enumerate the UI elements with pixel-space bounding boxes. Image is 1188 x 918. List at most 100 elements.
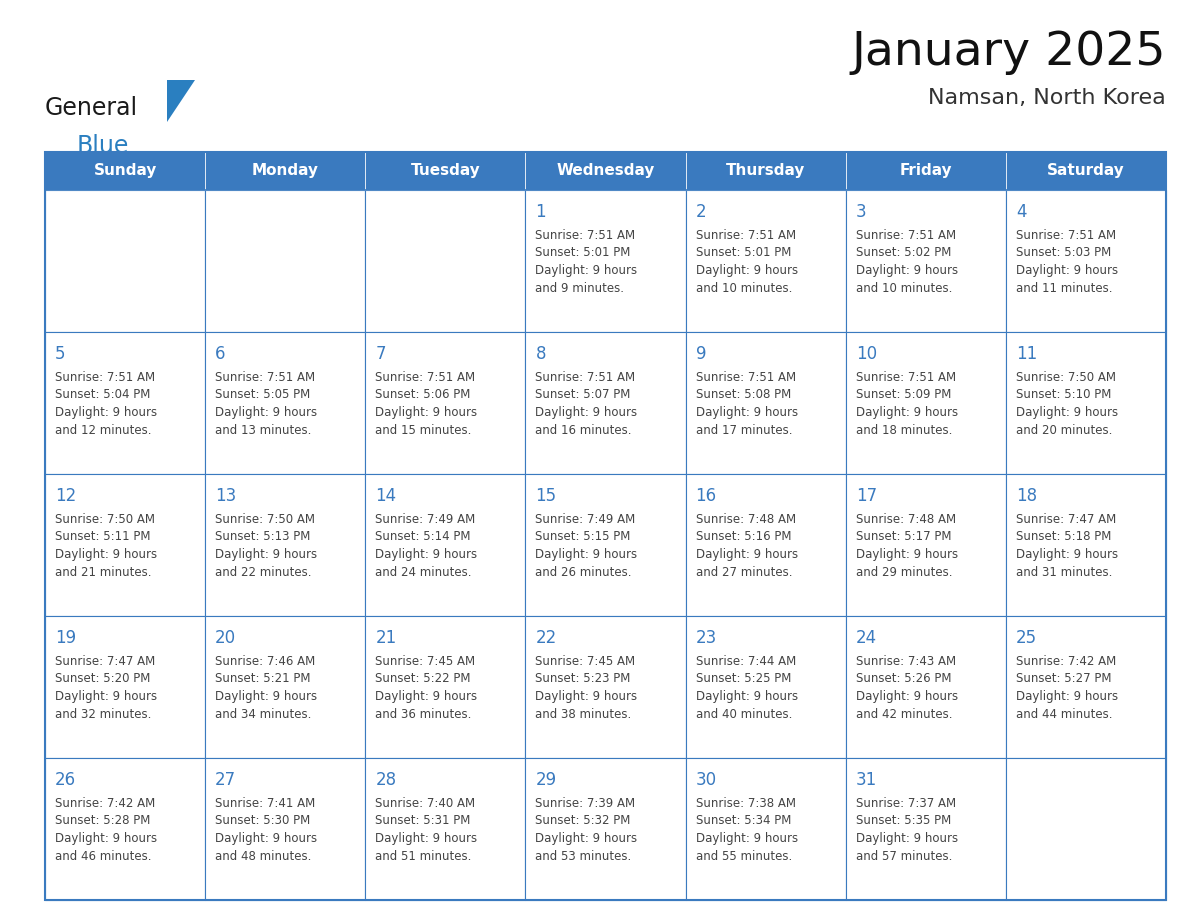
Text: and 20 minutes.: and 20 minutes. bbox=[1016, 423, 1112, 436]
Text: Sunset: 5:27 PM: Sunset: 5:27 PM bbox=[1016, 673, 1111, 686]
Text: 2: 2 bbox=[695, 203, 706, 221]
Text: Sunset: 5:35 PM: Sunset: 5:35 PM bbox=[855, 814, 950, 827]
Text: 19: 19 bbox=[55, 629, 76, 647]
Text: Sunset: 5:31 PM: Sunset: 5:31 PM bbox=[375, 814, 470, 827]
Text: 21: 21 bbox=[375, 629, 397, 647]
Text: Daylight: 9 hours: Daylight: 9 hours bbox=[215, 832, 317, 845]
Text: Daylight: 9 hours: Daylight: 9 hours bbox=[855, 264, 958, 277]
Text: Daylight: 9 hours: Daylight: 9 hours bbox=[536, 832, 638, 845]
Text: and 26 minutes.: and 26 minutes. bbox=[536, 565, 632, 578]
Text: and 29 minutes.: and 29 minutes. bbox=[855, 565, 953, 578]
Text: Sunset: 5:14 PM: Sunset: 5:14 PM bbox=[375, 531, 470, 543]
Text: Sunrise: 7:51 AM: Sunrise: 7:51 AM bbox=[55, 371, 156, 384]
Text: 7: 7 bbox=[375, 345, 386, 363]
Text: and 27 minutes.: and 27 minutes. bbox=[695, 565, 792, 578]
Bar bbox=[685, 152, 846, 190]
Bar bbox=[45, 152, 206, 190]
Bar bbox=[206, 332, 365, 474]
Text: Sunset: 5:03 PM: Sunset: 5:03 PM bbox=[1016, 247, 1111, 260]
Text: Sunrise: 7:51 AM: Sunrise: 7:51 AM bbox=[695, 371, 796, 384]
Text: Daylight: 9 hours: Daylight: 9 hours bbox=[375, 406, 478, 419]
Bar bbox=[206, 616, 365, 758]
Text: Sunrise: 7:43 AM: Sunrise: 7:43 AM bbox=[855, 655, 956, 668]
Bar bbox=[846, 758, 1006, 900]
Bar bbox=[1006, 332, 1165, 474]
Text: and 10 minutes.: and 10 minutes. bbox=[695, 282, 792, 295]
Bar bbox=[1006, 474, 1165, 616]
Text: Saturday: Saturday bbox=[1047, 163, 1125, 178]
Bar bbox=[45, 474, 206, 616]
Text: Daylight: 9 hours: Daylight: 9 hours bbox=[536, 406, 638, 419]
Text: Sunrise: 7:51 AM: Sunrise: 7:51 AM bbox=[215, 371, 315, 384]
Text: 26: 26 bbox=[55, 771, 76, 789]
Text: and 57 minutes.: and 57 minutes. bbox=[855, 849, 952, 863]
Text: 29: 29 bbox=[536, 771, 556, 789]
Bar bbox=[45, 332, 206, 474]
Text: and 10 minutes.: and 10 minutes. bbox=[855, 282, 952, 295]
Bar bbox=[365, 474, 525, 616]
Text: Sunrise: 7:51 AM: Sunrise: 7:51 AM bbox=[855, 371, 956, 384]
Text: Sunset: 5:23 PM: Sunset: 5:23 PM bbox=[536, 673, 631, 686]
Bar bbox=[846, 616, 1006, 758]
Bar bbox=[365, 190, 525, 332]
Text: 31: 31 bbox=[855, 771, 877, 789]
Text: 11: 11 bbox=[1016, 345, 1037, 363]
Text: 22: 22 bbox=[536, 629, 557, 647]
Text: Sunrise: 7:49 AM: Sunrise: 7:49 AM bbox=[536, 513, 636, 526]
Text: Sunset: 5:21 PM: Sunset: 5:21 PM bbox=[215, 673, 310, 686]
Text: Monday: Monday bbox=[252, 163, 318, 178]
Text: Daylight: 9 hours: Daylight: 9 hours bbox=[695, 832, 797, 845]
Text: Sunrise: 7:48 AM: Sunrise: 7:48 AM bbox=[695, 513, 796, 526]
Text: Sunday: Sunday bbox=[94, 163, 157, 178]
Text: and 13 minutes.: and 13 minutes. bbox=[215, 423, 311, 436]
Text: Sunset: 5:04 PM: Sunset: 5:04 PM bbox=[55, 388, 151, 401]
Text: Sunset: 5:20 PM: Sunset: 5:20 PM bbox=[55, 673, 151, 686]
Polygon shape bbox=[168, 80, 195, 122]
Text: 5: 5 bbox=[55, 345, 65, 363]
Bar bbox=[525, 616, 685, 758]
Bar bbox=[685, 616, 846, 758]
Text: 30: 30 bbox=[695, 771, 716, 789]
Text: 4: 4 bbox=[1016, 203, 1026, 221]
Text: 23: 23 bbox=[695, 629, 716, 647]
Bar bbox=[685, 190, 846, 332]
Text: 24: 24 bbox=[855, 629, 877, 647]
Text: and 42 minutes.: and 42 minutes. bbox=[855, 708, 953, 721]
Bar bbox=[846, 332, 1006, 474]
Text: 14: 14 bbox=[375, 487, 397, 505]
Text: Daylight: 9 hours: Daylight: 9 hours bbox=[215, 406, 317, 419]
Text: 27: 27 bbox=[215, 771, 236, 789]
Text: 6: 6 bbox=[215, 345, 226, 363]
Text: Sunset: 5:02 PM: Sunset: 5:02 PM bbox=[855, 247, 952, 260]
Bar bbox=[365, 152, 525, 190]
Text: Sunset: 5:28 PM: Sunset: 5:28 PM bbox=[55, 814, 151, 827]
Text: Daylight: 9 hours: Daylight: 9 hours bbox=[55, 832, 157, 845]
Text: Daylight: 9 hours: Daylight: 9 hours bbox=[375, 690, 478, 703]
Text: and 15 minutes.: and 15 minutes. bbox=[375, 423, 472, 436]
Text: Sunset: 5:17 PM: Sunset: 5:17 PM bbox=[855, 531, 952, 543]
Text: Sunset: 5:09 PM: Sunset: 5:09 PM bbox=[855, 388, 952, 401]
Text: Sunset: 5:01 PM: Sunset: 5:01 PM bbox=[695, 247, 791, 260]
Text: Daylight: 9 hours: Daylight: 9 hours bbox=[855, 832, 958, 845]
Text: Sunset: 5:26 PM: Sunset: 5:26 PM bbox=[855, 673, 952, 686]
Text: and 21 minutes.: and 21 minutes. bbox=[55, 565, 152, 578]
Text: Sunrise: 7:51 AM: Sunrise: 7:51 AM bbox=[375, 371, 475, 384]
Text: and 55 minutes.: and 55 minutes. bbox=[695, 849, 792, 863]
Text: Sunset: 5:25 PM: Sunset: 5:25 PM bbox=[695, 673, 791, 686]
Text: and 11 minutes.: and 11 minutes. bbox=[1016, 282, 1112, 295]
Text: and 24 minutes.: and 24 minutes. bbox=[375, 565, 472, 578]
Bar bbox=[846, 190, 1006, 332]
Bar bbox=[45, 152, 1165, 190]
Bar bbox=[365, 758, 525, 900]
Text: 25: 25 bbox=[1016, 629, 1037, 647]
Text: 15: 15 bbox=[536, 487, 556, 505]
Text: Sunrise: 7:45 AM: Sunrise: 7:45 AM bbox=[536, 655, 636, 668]
Text: and 12 minutes.: and 12 minutes. bbox=[55, 423, 152, 436]
Text: 9: 9 bbox=[695, 345, 706, 363]
Text: Sunrise: 7:51 AM: Sunrise: 7:51 AM bbox=[1016, 229, 1116, 242]
Text: Daylight: 9 hours: Daylight: 9 hours bbox=[55, 690, 157, 703]
Text: and 9 minutes.: and 9 minutes. bbox=[536, 282, 625, 295]
Text: Sunset: 5:16 PM: Sunset: 5:16 PM bbox=[695, 531, 791, 543]
Text: and 32 minutes.: and 32 minutes. bbox=[55, 708, 151, 721]
Bar bbox=[45, 616, 206, 758]
